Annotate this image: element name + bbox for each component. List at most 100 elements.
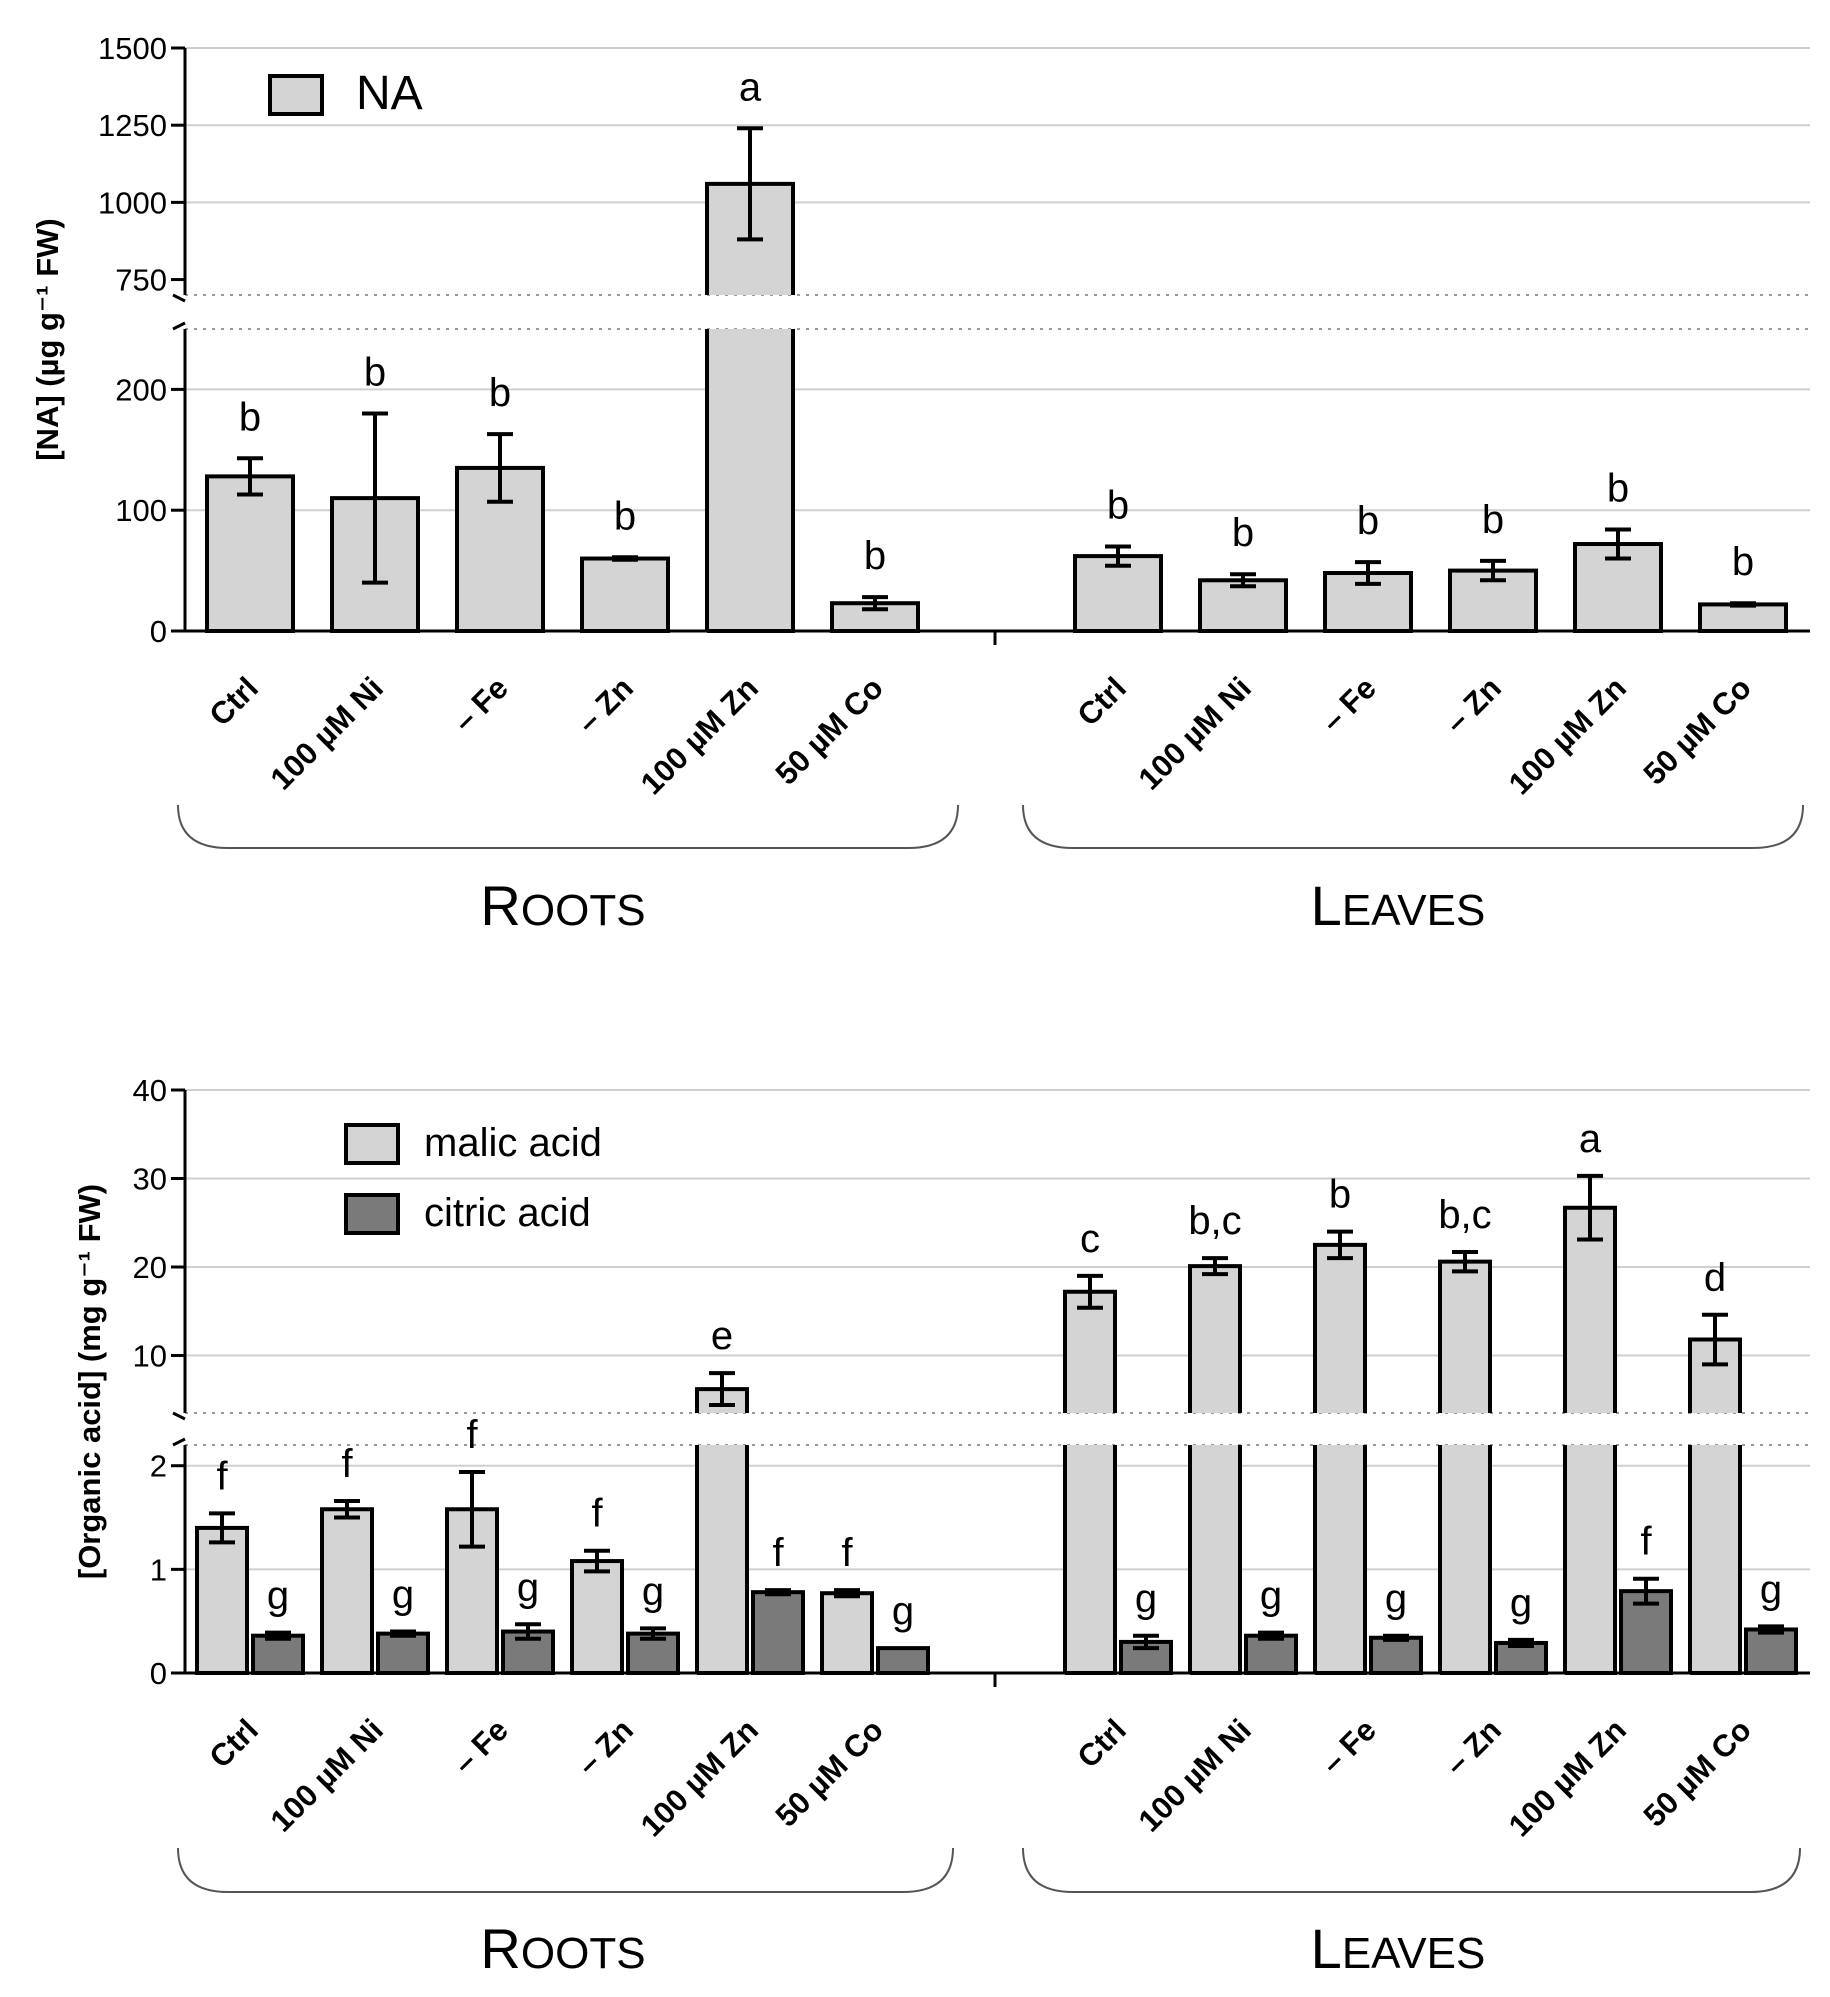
x-tick-label: – Zn	[1438, 1712, 1508, 1782]
y-tick-label: 1	[150, 1552, 167, 1587]
significance-letter: b,c	[1438, 1193, 1491, 1237]
group-label-initial: L	[1311, 1917, 1342, 1980]
x-tick-label: – Fe	[1314, 1712, 1383, 1781]
group-label-leaves: LEAVES	[1311, 874, 1486, 937]
x-tick-label: Ctrl	[1070, 1712, 1133, 1775]
significance-letter: g	[267, 1574, 289, 1618]
bar-malic-acid	[320, 1507, 374, 1675]
x-tick-label: – Zn	[570, 1712, 640, 1782]
y-tick-label: 750	[115, 263, 167, 298]
significance-letter: g	[642, 1569, 664, 1613]
significance-letter: g	[892, 1589, 914, 1633]
x-tick-label: 100 µM Ni	[1132, 670, 1258, 796]
bar-citric-acid	[1369, 1635, 1423, 1676]
significance-letter: b	[1357, 499, 1379, 543]
bar-citric-acid	[751, 1590, 805, 1676]
bar-malic-acid-edge-lower	[1188, 1445, 1242, 1675]
significance-letter: f	[841, 1531, 853, 1575]
bar-malic-acid-fill-lower	[699, 1445, 745, 1673]
group-label-rest: OOTS	[521, 886, 646, 935]
bar-malic-acid-edge-lower	[1313, 1445, 1367, 1675]
significance-letter: b	[489, 371, 511, 415]
y-tick-label: 1000	[98, 185, 167, 220]
chart-panel-na: 0 100 200 750 1000 1250 1500 [NA] (µg g⁻¹ FW) b b…	[30, 31, 1810, 937]
y-tick-label: 1250	[98, 108, 167, 143]
significance-letter: b,c	[1188, 1199, 1241, 1243]
bar-malic-acid	[1315, 1244, 1365, 1413]
significance-letter: d	[1704, 1256, 1726, 1300]
x-tick-label: 100 µM Zn	[634, 1712, 765, 1843]
significance-letter: b	[864, 534, 886, 578]
legend-label: citric acid	[424, 1191, 591, 1235]
x-tick-label: – Fe	[446, 670, 515, 739]
significance-letter: b	[614, 494, 636, 538]
axis-break-mark	[172, 1437, 186, 1447]
axis-break-mark	[172, 321, 186, 331]
bar-malic-acid	[1440, 1261, 1490, 1413]
x-tick-label: 100 µM Zn	[1502, 670, 1633, 801]
significance-letter: f	[591, 1492, 603, 1536]
x-tick-label: Ctrl	[1070, 670, 1133, 733]
bar-na	[830, 601, 920, 634]
y-tick-label: 40	[133, 1073, 167, 1108]
significance-letter: c	[1080, 1217, 1100, 1261]
significance-letter: g	[517, 1565, 539, 1609]
y-tick-label: 2	[150, 1449, 167, 1484]
group-label-rest: EAVES	[1342, 886, 1485, 935]
x-tick-label: 50 µM Co	[1637, 670, 1758, 791]
bar-malic-acid-edge-lower	[1688, 1445, 1742, 1675]
significance-letter: f	[772, 1531, 784, 1575]
bar-na	[580, 556, 670, 634]
y-tick-label: 10	[133, 1338, 167, 1373]
significance-letter: g	[1760, 1567, 1782, 1611]
bar-malic-acid-fill-lower	[1442, 1445, 1488, 1673]
y-tick-label: 20	[133, 1250, 167, 1285]
significance-letter: g	[1260, 1574, 1282, 1618]
bar-malic-acid-fill-lower	[1192, 1445, 1238, 1673]
bar-na-fill-lower	[709, 329, 791, 631]
x-tick-label: – Fe	[446, 1712, 515, 1781]
x-tick-label: – Fe	[1314, 670, 1383, 739]
significance-letter: b	[1482, 498, 1504, 542]
x-tick-label: 100 µM Zn	[634, 670, 765, 801]
significance-letter: b	[239, 395, 261, 439]
bar-na	[1198, 578, 1288, 633]
bar-malic-acid-fill-lower	[1567, 1445, 1613, 1673]
axis-break-mark	[172, 293, 186, 303]
x-tick-label: Ctrl	[202, 1712, 265, 1775]
x-tick-label: 50 µM Co	[769, 1712, 890, 1833]
group-label-roots: ROOTS	[480, 874, 645, 937]
significance-letter: b	[1232, 511, 1254, 555]
group-label-initial: R	[480, 874, 520, 937]
group-label-leaves: LEAVES	[1311, 1917, 1486, 1980]
y-tick-label: 200	[115, 372, 167, 407]
x-tick-label: 100 µM Ni	[264, 1712, 390, 1838]
chart-panel-organic-acid: 0 1 2 10 20 30 40 [Organic acid] (mg g⁻¹ FW) f f f…	[72, 1073, 1810, 1980]
significance-letter: g	[1385, 1577, 1407, 1621]
significance-letter: g	[392, 1573, 414, 1617]
bar-citric-acid	[1744, 1627, 1798, 1676]
group-label-initial: L	[1311, 874, 1342, 937]
x-tick-label: Ctrl	[202, 670, 265, 733]
bar-malic-acid	[1190, 1266, 1240, 1413]
significance-letter: b	[1607, 467, 1629, 511]
bar-malic-acid-edge-lower	[1063, 1445, 1117, 1675]
group-label-rest: EAVES	[1342, 1929, 1485, 1978]
group-label-rest: OOTS	[521, 1929, 646, 1978]
x-tick-label: 50 µM Co	[769, 670, 890, 791]
bar-malic-acid	[1565, 1207, 1615, 1413]
significance-letter: f	[216, 1454, 228, 1498]
x-tick-label: 100 µM Ni	[264, 670, 390, 796]
bar-malic-acid-edge-lower	[1438, 1445, 1492, 1675]
legend-label: NA	[356, 67, 423, 120]
x-tick-label: 100 µM Zn	[1502, 1712, 1633, 1843]
group-bracket	[1022, 804, 1804, 849]
significance-letter: g	[1135, 1577, 1157, 1621]
y-tick-label: 0	[150, 1656, 167, 1691]
bar-na	[1698, 602, 1788, 634]
bar-citric-acid	[376, 1631, 430, 1675]
x-tick-label: – Zn	[570, 670, 640, 740]
x-tick-label: 100 µM Ni	[1132, 1712, 1258, 1838]
significance-letter: b	[1107, 483, 1129, 527]
